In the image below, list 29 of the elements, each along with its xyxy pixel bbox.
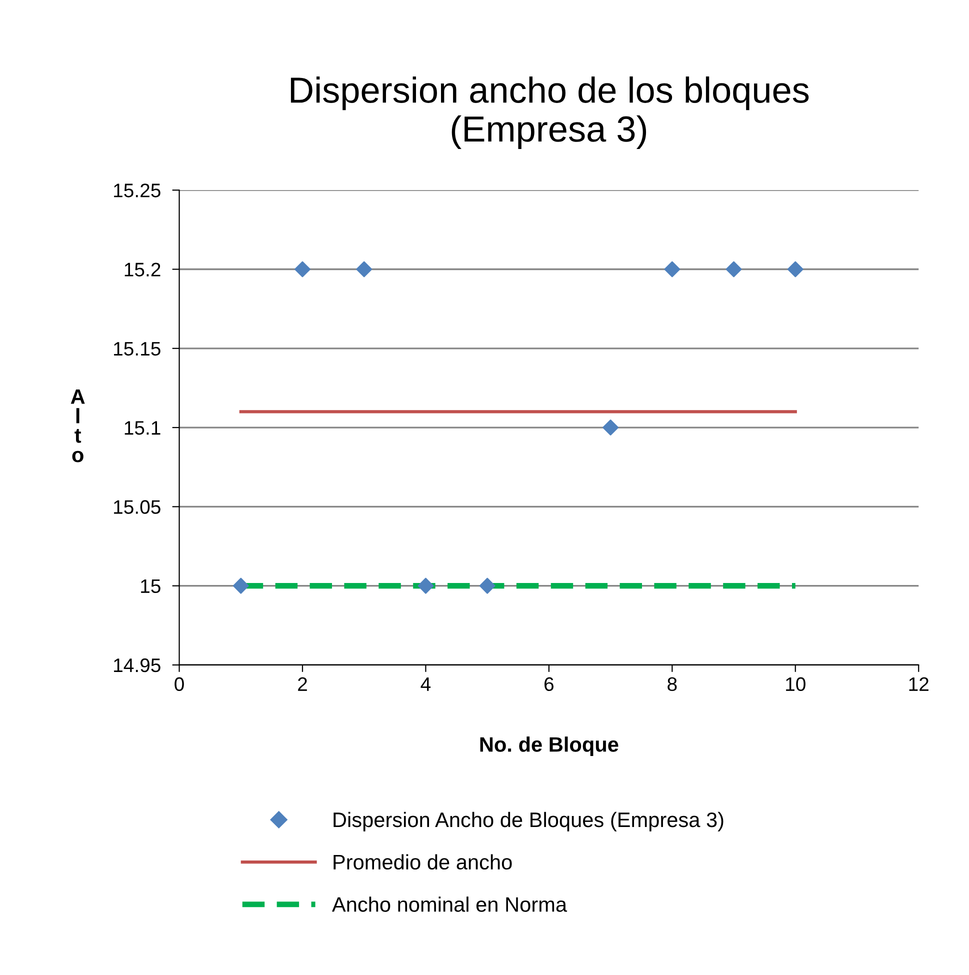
y-tick-label: 15.1 [124,421,160,435]
point [602,420,619,436]
x-tick-label: 4 [420,677,431,691]
y-tick-label: 15.25 [114,184,160,198]
point [787,261,804,278]
point [232,578,249,594]
y-tick-label: 15.2 [124,262,160,276]
x-axis-title: No. de Bloque [480,736,618,756]
point [356,261,372,278]
legend-label: Promedio de ancho [334,854,512,870]
y-tick-label: 15 [141,579,160,594]
y-tick-label: 14.95 [114,658,160,672]
y-tick-label: 15.15 [114,342,160,356]
legend-label: Dispersion Ancho de Bloques (Empresa 3) [334,812,724,832]
y-tick-label: 15.05 [114,500,160,514]
legend-label: Ancho nominal en Norma [332,896,568,912]
point [664,261,680,278]
x-tick-label: 10 [786,677,806,692]
chart-title: Dispersion ancho de los bloques (Empresa 3) [290,76,809,150]
point [479,578,496,594]
point [294,261,310,278]
x-tick-label: 2 [298,677,307,691]
x-tick-label: 0 [174,677,184,692]
x-tick-label: 8 [668,677,677,692]
point [418,578,434,594]
point [726,261,742,278]
x-tick-label: 12 [909,677,928,691]
x-tick-label: 6 [544,677,554,692]
y-axis-title: Alto [70,389,85,462]
